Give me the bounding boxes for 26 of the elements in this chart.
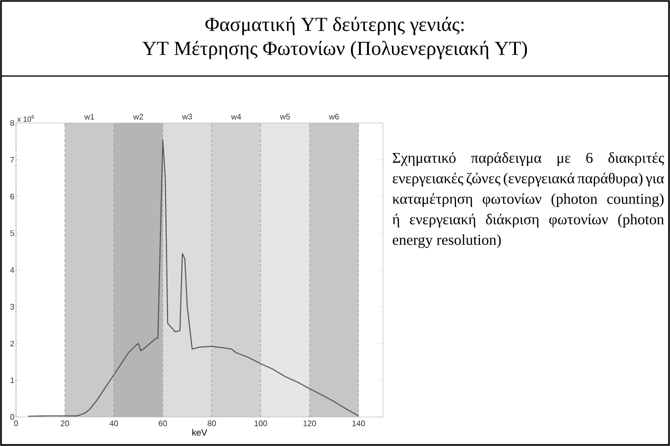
x-axis-title: keV — [192, 429, 208, 436]
y-tick-label: 6 — [10, 194, 14, 200]
x-tick-label: 80 — [208, 420, 216, 426]
band-label: w5 — [280, 114, 290, 120]
y-tick-label: 4 — [10, 267, 14, 273]
chart-subtitle: ΥΤ Μέτρησης Φωτονίων (Πολυενεργειακή ΥΤ) — [142, 40, 527, 60]
y-tick-label: 7 — [10, 156, 14, 162]
x-tick-label: 120 — [304, 420, 316, 426]
band-label: w6 — [328, 114, 339, 120]
band-label: w1 — [84, 114, 94, 120]
text: Σχηματικό παράδειγμα με 6 διακριτές ενεργειακές ζώνες (ενεργειακά παράθυρα) για καταμέτρηση φωτονίων (photon counting) ή ενεργειακή διάκριση φωτονίων (photon energy resolution) — [392, 152, 664, 248]
y-tick-label: 2 — [10, 340, 14, 346]
chart-title: Φασματική ΥΤ δεύτερης γενιάς: — [205, 16, 464, 36]
y-tick-label: 0 — [10, 414, 14, 420]
y-tick-label: 1 — [10, 377, 14, 383]
y-tick-label: 5 — [10, 230, 14, 236]
y-tick-label: 3 — [10, 304, 14, 310]
x-tick-label: 60 — [158, 420, 167, 426]
x-tick-label: 100 — [254, 420, 268, 426]
x-tick-label: 20 — [60, 420, 70, 426]
x-tick-label: 140 — [352, 420, 365, 426]
band-label: w4 — [231, 114, 242, 120]
x-tick-label: 40 — [110, 420, 118, 426]
band-label: w2 — [133, 114, 144, 120]
band-label: w3 — [182, 114, 192, 120]
y-tick-label: 8 — [10, 120, 14, 126]
